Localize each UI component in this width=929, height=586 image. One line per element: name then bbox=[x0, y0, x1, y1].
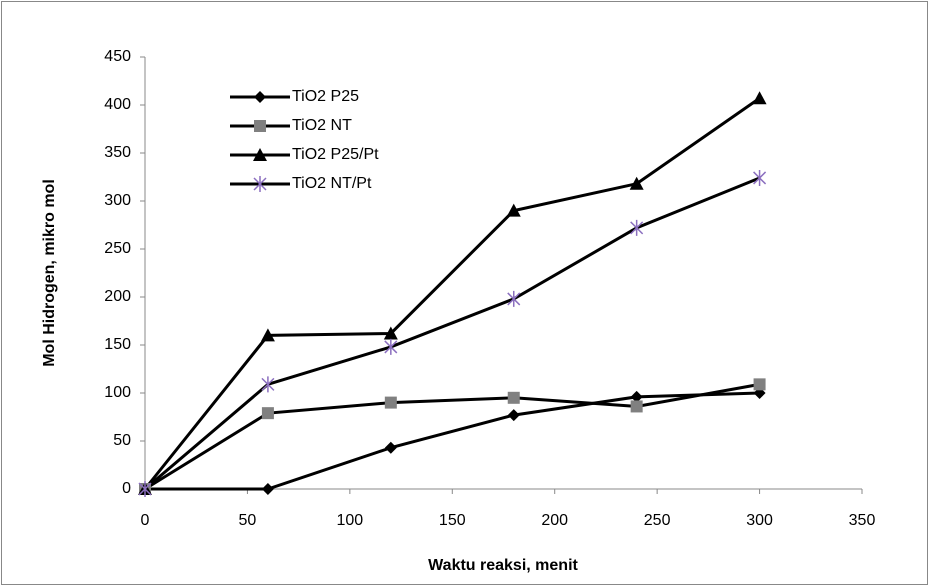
marker bbox=[753, 169, 767, 186]
x-tick-label: 300 bbox=[746, 512, 773, 529]
y-tick-label: 50 bbox=[113, 432, 131, 449]
y-tick-label: 300 bbox=[104, 192, 131, 209]
y-tick-label: 400 bbox=[104, 96, 131, 113]
series-line bbox=[144, 176, 761, 491]
marker bbox=[384, 338, 398, 355]
series-line bbox=[145, 391, 760, 491]
y-tick-label: 200 bbox=[104, 288, 131, 305]
x-tick-label: 250 bbox=[644, 512, 671, 529]
marker bbox=[753, 378, 766, 391]
marker bbox=[261, 483, 274, 495]
y-tick-label: 450 bbox=[104, 48, 131, 65]
marker bbox=[630, 390, 643, 403]
marker bbox=[630, 400, 643, 413]
series-line bbox=[143, 97, 761, 490]
y-axis-title: Mol Hidrogen, mikro mol bbox=[41, 179, 58, 367]
legend-label: TiO2 NT/Pt bbox=[292, 175, 372, 192]
y-tick-label: 150 bbox=[104, 336, 131, 353]
y-tick-label: 100 bbox=[104, 384, 131, 401]
marker bbox=[384, 396, 397, 409]
marker bbox=[254, 120, 266, 132]
marker bbox=[507, 409, 520, 422]
marker bbox=[384, 441, 397, 454]
marker bbox=[261, 407, 274, 420]
series-line bbox=[144, 382, 760, 491]
marker bbox=[260, 328, 275, 342]
marker bbox=[506, 203, 521, 217]
marker bbox=[507, 391, 520, 404]
x-tick-label: 150 bbox=[439, 512, 466, 529]
x-tick-label: 0 bbox=[141, 512, 150, 529]
x-tick-label: 100 bbox=[337, 512, 364, 529]
y-tick-label: 350 bbox=[104, 144, 131, 161]
marker bbox=[261, 376, 275, 393]
marker bbox=[138, 481, 152, 497]
legend-label: TiO2 P25 bbox=[292, 88, 359, 105]
legend-label: TiO2 NT bbox=[292, 117, 352, 134]
marker bbox=[253, 176, 267, 192]
marker bbox=[254, 91, 266, 103]
y-tick-label: 0 bbox=[122, 480, 131, 497]
x-axis-title: Waktu reaksi, menit bbox=[428, 557, 578, 574]
y-tick-label: 250 bbox=[104, 240, 131, 257]
marker bbox=[629, 176, 644, 190]
x-tick-label: 50 bbox=[239, 512, 257, 529]
legend-label: TiO2 P25/Pt bbox=[292, 146, 379, 163]
x-tick-label: 200 bbox=[541, 512, 568, 529]
marker bbox=[630, 219, 644, 236]
marker bbox=[253, 148, 267, 161]
marker bbox=[383, 326, 398, 340]
x-tick-label: 350 bbox=[849, 512, 876, 529]
marker bbox=[507, 290, 521, 307]
marker bbox=[752, 91, 767, 105]
